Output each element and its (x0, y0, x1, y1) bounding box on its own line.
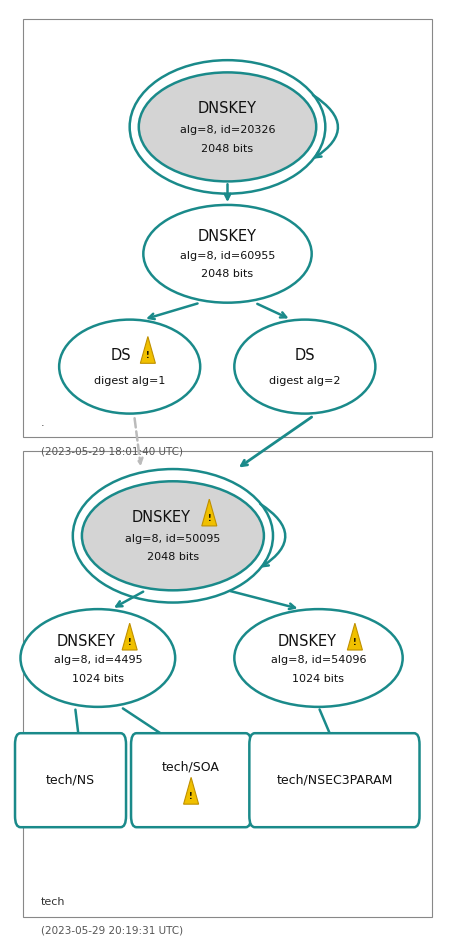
Text: DNSKEY: DNSKEY (57, 634, 116, 649)
Ellipse shape (234, 609, 403, 707)
Polygon shape (140, 337, 156, 363)
Text: 2048 bits: 2048 bits (202, 270, 253, 279)
Text: !: ! (146, 352, 150, 360)
Text: tech/NSEC3PARAM: tech/NSEC3PARAM (276, 774, 393, 787)
Text: DS: DS (110, 348, 131, 363)
Text: tech/NS: tech/NS (46, 774, 95, 787)
Ellipse shape (143, 205, 312, 303)
Text: digest alg=1: digest alg=1 (94, 376, 165, 385)
Text: alg=8, id=50095: alg=8, id=50095 (125, 534, 221, 543)
Ellipse shape (234, 320, 375, 414)
FancyBboxPatch shape (15, 733, 126, 827)
Text: 1024 bits: 1024 bits (72, 674, 124, 683)
Polygon shape (347, 623, 363, 650)
Ellipse shape (59, 320, 200, 414)
Ellipse shape (139, 72, 316, 181)
Text: alg=8, id=54096: alg=8, id=54096 (271, 655, 366, 665)
Text: tech/SOA: tech/SOA (162, 760, 220, 774)
Text: !: ! (207, 514, 211, 523)
Polygon shape (202, 499, 217, 526)
Text: !: ! (128, 638, 131, 647)
Text: 2048 bits: 2048 bits (202, 145, 253, 154)
Text: DNSKEY: DNSKEY (198, 101, 257, 116)
Text: DNSKEY: DNSKEY (278, 634, 337, 649)
Text: alg=8, id=4495: alg=8, id=4495 (54, 655, 142, 665)
Text: tech: tech (41, 897, 66, 907)
Text: .: . (41, 417, 45, 428)
Text: !: ! (189, 792, 193, 801)
Text: DNSKEY: DNSKEY (132, 509, 191, 525)
Text: alg=8, id=60955: alg=8, id=60955 (180, 251, 275, 260)
Ellipse shape (20, 609, 175, 707)
Text: !: ! (353, 638, 357, 647)
Text: digest alg=2: digest alg=2 (269, 376, 341, 385)
FancyBboxPatch shape (249, 733, 420, 827)
Text: (2023-05-29 18:01:40 UTC): (2023-05-29 18:01:40 UTC) (41, 446, 183, 457)
Ellipse shape (82, 481, 264, 590)
FancyBboxPatch shape (131, 733, 251, 827)
Text: 2048 bits: 2048 bits (147, 553, 199, 562)
Text: DS: DS (294, 348, 315, 363)
Polygon shape (183, 777, 199, 804)
FancyBboxPatch shape (23, 451, 432, 916)
Text: DNSKEY: DNSKEY (198, 229, 257, 244)
Text: 1024 bits: 1024 bits (293, 674, 344, 683)
Text: (2023-05-29 20:19:31 UTC): (2023-05-29 20:19:31 UTC) (41, 926, 183, 936)
Polygon shape (122, 623, 137, 650)
FancyBboxPatch shape (23, 19, 432, 437)
Text: alg=8, id=20326: alg=8, id=20326 (180, 125, 275, 134)
